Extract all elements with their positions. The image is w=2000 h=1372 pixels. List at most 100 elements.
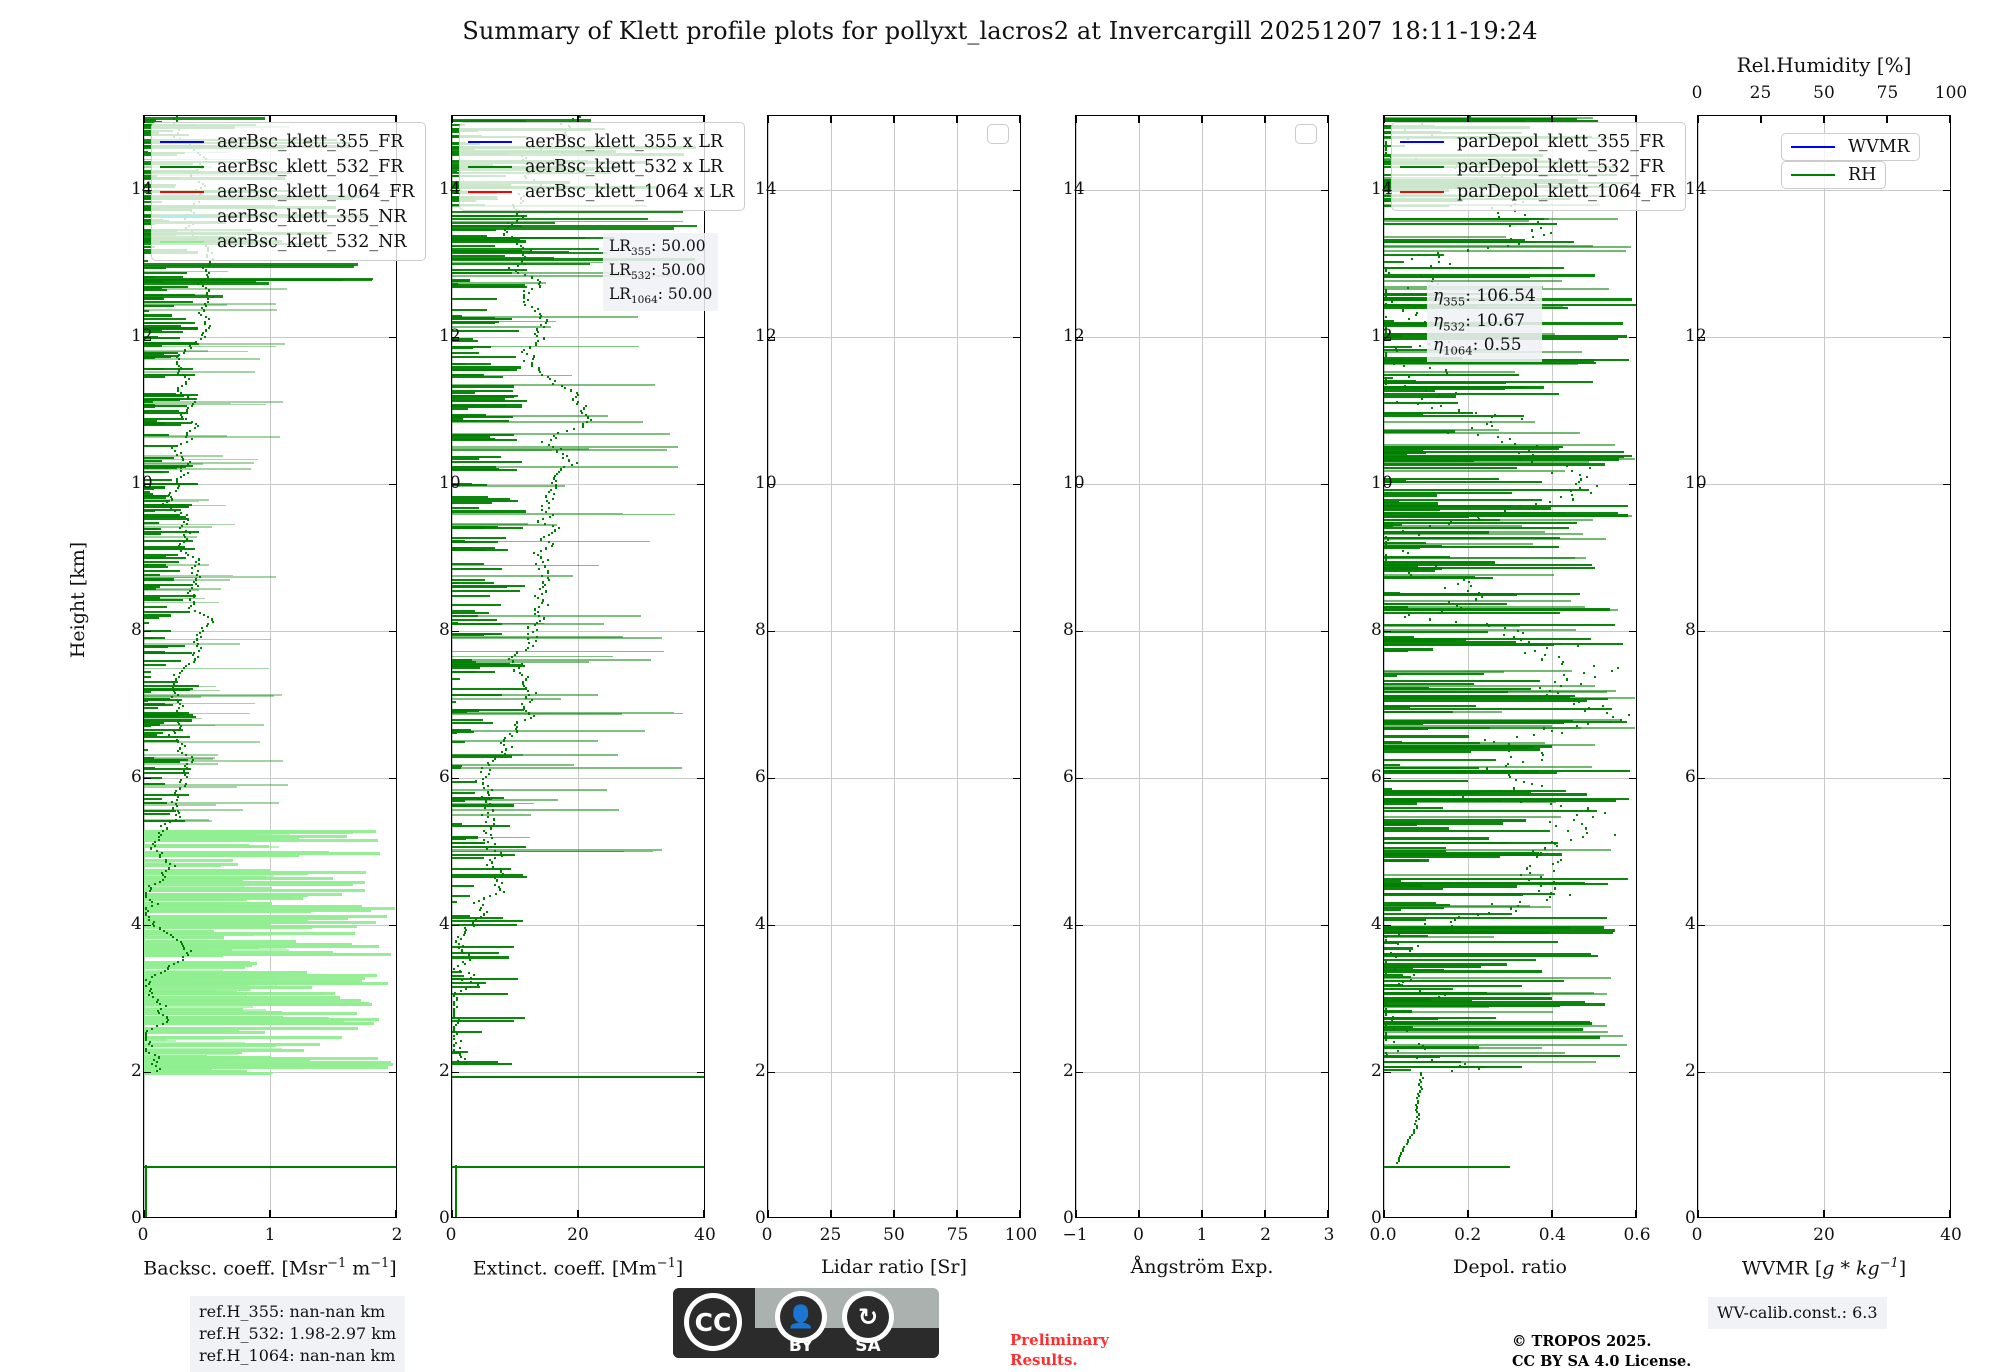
legend-wvmr-rh[interactable]: RH	[1781, 161, 1887, 189]
profile-spike	[1384, 929, 1616, 932]
profile-segment	[157, 998, 160, 1001]
profile-segment	[178, 671, 181, 674]
legend-label: aerBsc_klett_355_FR	[217, 131, 404, 152]
profile-segment	[186, 951, 189, 955]
profile-segment	[151, 905, 154, 908]
profile-segment	[502, 739, 505, 742]
x-axis-tick	[1201, 1210, 1203, 1217]
legend-item[interactable]: aerBsc_klett_355_FR	[160, 129, 415, 154]
profile-segment	[464, 926, 467, 930]
profile-spike	[144, 421, 192, 424]
profile-spike	[1384, 999, 1472, 1002]
profile-spike	[452, 799, 559, 802]
profile-segment	[567, 459, 570, 462]
profile-spike	[452, 796, 505, 799]
legend-lidar-ratio-empty[interactable]	[987, 124, 1009, 144]
profile-spike	[1384, 991, 1594, 994]
y-axis-tick	[1698, 189, 1705, 192]
profile-segment	[1385, 316, 1387, 319]
profile-segment	[195, 422, 198, 425]
profile-spike	[452, 666, 481, 669]
profile-spike	[144, 1026, 359, 1030]
legend-item[interactable]: aerBsc_klett_1064 x LR	[468, 179, 734, 204]
profile-segment	[1385, 960, 1387, 963]
legend-backscatter[interactable]: aerBsc_klett_355_FR aerBsc_klett_532_FR ae…	[151, 122, 426, 261]
legend-item[interactable]: aerBsc_klett_355 x LR	[468, 129, 734, 154]
profile-spike	[452, 284, 525, 287]
legend-wvmr-wvmr[interactable]: WVMR	[1781, 133, 1920, 161]
legend-item[interactable]: aerBsc_klett_355_NR	[160, 204, 415, 229]
profile-segment	[162, 1014, 165, 1017]
profile-segment	[181, 751, 184, 754]
profile-segment	[208, 262, 211, 265]
legend-item[interactable]: aerBsc_klett_1064_FR	[160, 179, 415, 204]
top-axis-title-relative-humidity: Rel.Humidity [%]	[1736, 53, 1912, 77]
profile-spike	[1384, 802, 1417, 805]
profile-segment	[199, 631, 201, 634]
legend-item[interactable]: parDepol_klett_532_FR	[1400, 154, 1675, 179]
profile-spike	[1384, 849, 1611, 852]
profile-segment	[1387, 271, 1390, 274]
profile-segment	[194, 578, 197, 581]
legend-item[interactable]: parDepol_klett_1064_FR	[1400, 179, 1675, 204]
profile-segment	[188, 607, 191, 610]
profile-segment	[523, 301, 526, 304]
profile-segment	[162, 878, 165, 881]
profile-spike	[144, 999, 245, 1003]
profile-spike	[1384, 525, 1523, 528]
profile-segment	[175, 356, 178, 359]
profile-spike	[144, 265, 354, 268]
profile-segment	[454, 1023, 457, 1027]
profile-segment	[179, 778, 182, 781]
y-axis-tick-right	[697, 924, 704, 927]
profile-segment	[461, 949, 464, 952]
profile-segment	[183, 376, 186, 379]
y-axis-tick-right	[1943, 336, 1950, 339]
profile-spike	[1384, 222, 1558, 225]
profile-spike	[144, 1063, 378, 1067]
profile-segment	[191, 756, 194, 759]
profile-segment	[1546, 694, 1549, 697]
profile-spike	[452, 438, 518, 442]
profile-segment	[1385, 327, 1387, 330]
annotation-extinction: LR355: 50.00 LR532: 50.00 LR1064: 50.00	[603, 233, 719, 312]
legend-extinction[interactable]: aerBsc_klett_355 x LR aerBsc_klett_532 x …	[459, 122, 746, 211]
profile-spike	[1384, 912, 1513, 916]
profile-spike	[144, 393, 177, 396]
profile-spike	[452, 345, 640, 348]
profile-segment	[550, 545, 553, 548]
profile-segment	[1416, 1111, 1419, 1114]
legend-depolarization[interactable]: parDepol_klett_355_FR parDepol_klett_532_…	[1391, 122, 1687, 211]
profile-segment	[207, 264, 210, 268]
profile-spike	[144, 267, 166, 270]
legend-item[interactable]: aerBsc_klett_532_NR	[160, 229, 415, 254]
profile-spike	[1384, 822, 1503, 825]
profile-segment	[193, 660, 196, 663]
profile-segment	[1385, 1023, 1387, 1026]
cc-by-label: BY	[788, 1336, 814, 1356]
profile-segment	[1509, 238, 1512, 241]
profile-segment	[148, 994, 151, 997]
profile-spike	[1384, 504, 1512, 508]
profile-spike	[144, 924, 231, 927]
legend-item[interactable]: aerBsc_klett_532 x LR	[468, 154, 734, 179]
profile-spike	[144, 784, 288, 786]
profile-segment	[1385, 536, 1387, 539]
profile-segment	[1508, 438, 1511, 441]
profile-segment	[173, 791, 176, 794]
legend-angstrom-empty[interactable]	[1295, 124, 1317, 144]
legend-item[interactable]: parDepol_klett_355_FR	[1400, 129, 1675, 154]
profile-segment	[1531, 453, 1534, 457]
profile-spike	[1384, 1011, 1553, 1014]
profile-segment	[543, 536, 546, 539]
profile-segment	[490, 861, 493, 864]
profile-segment	[1504, 240, 1507, 243]
profile-segment	[1524, 745, 1527, 748]
profile-segment	[189, 589, 192, 592]
profile-segment	[493, 843, 496, 846]
profile-segment	[1385, 351, 1387, 354]
legend-item[interactable]: aerBsc_klett_532_FR	[160, 154, 415, 179]
profile-spike	[1384, 449, 1423, 453]
profile-spike	[1384, 807, 1443, 810]
profile-spike	[1384, 824, 1417, 827]
